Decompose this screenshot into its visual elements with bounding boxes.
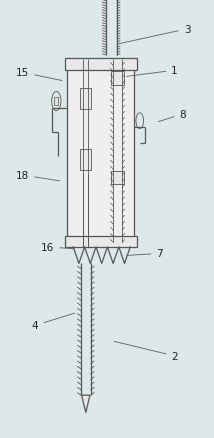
Bar bbox=[80, 89, 91, 110]
Bar bbox=[111, 72, 124, 86]
Polygon shape bbox=[82, 395, 90, 413]
Text: 3: 3 bbox=[120, 25, 191, 44]
Text: 7: 7 bbox=[127, 249, 163, 259]
Text: 1: 1 bbox=[127, 66, 178, 77]
Bar bbox=[80, 150, 91, 171]
Bar bbox=[54, 97, 58, 106]
Text: 16: 16 bbox=[41, 242, 75, 252]
Bar bbox=[67, 60, 134, 239]
Text: 15: 15 bbox=[16, 68, 62, 81]
Bar bbox=[111, 171, 124, 185]
Text: 18: 18 bbox=[16, 170, 60, 182]
Bar bbox=[65, 59, 137, 71]
Bar bbox=[65, 237, 137, 247]
Text: 8: 8 bbox=[158, 110, 186, 122]
Text: 4: 4 bbox=[32, 314, 75, 331]
Text: 2: 2 bbox=[114, 342, 178, 361]
